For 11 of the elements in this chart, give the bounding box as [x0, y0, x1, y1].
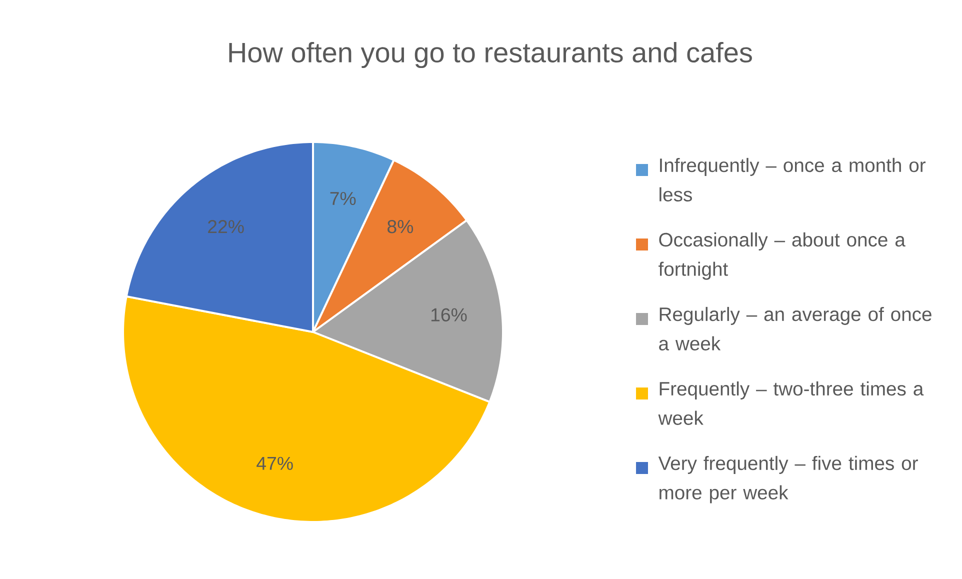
data-label: 47%	[256, 456, 293, 470]
legend-label: Very frequently – five times or more per week	[658, 456, 918, 504]
data-label: 16%	[431, 308, 467, 322]
legend-label: Occasionally – about once a fortnight	[658, 232, 906, 280]
data-label: 22%	[208, 220, 244, 234]
chart-title: How often you go to restaurants and cafes	[229, 42, 752, 68]
data-label: 8%	[388, 220, 414, 234]
legend-label: Frequently – two-three times a week	[658, 381, 924, 425]
legend-label: Infrequently – once a month or less	[660, 158, 926, 202]
data-label: 7%	[330, 192, 356, 206]
legend-label: Regularly – an average of once a week	[659, 306, 932, 350]
